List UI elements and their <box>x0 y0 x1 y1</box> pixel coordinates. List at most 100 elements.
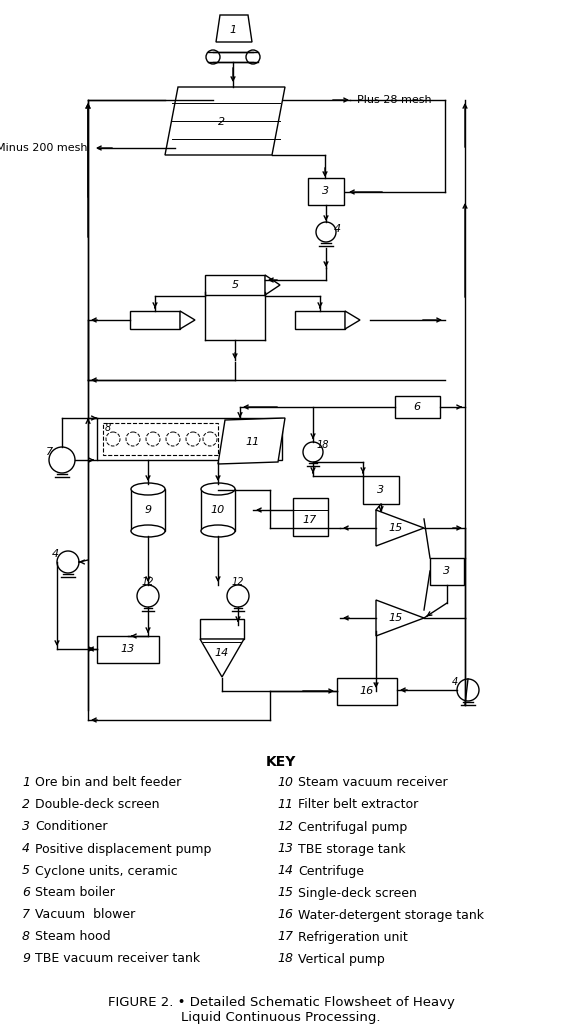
Text: 5: 5 <box>231 280 239 290</box>
Polygon shape <box>165 87 285 154</box>
Polygon shape <box>218 418 285 464</box>
Bar <box>395 396 440 418</box>
Text: 12: 12 <box>232 577 244 587</box>
Bar <box>430 558 464 585</box>
Text: Steam hood: Steam hood <box>35 930 110 943</box>
Polygon shape <box>216 15 252 42</box>
Text: 9: 9 <box>22 953 30 965</box>
Bar <box>200 619 244 639</box>
Text: Steam vacuum receiver: Steam vacuum receiver <box>298 777 448 790</box>
Bar <box>205 275 265 295</box>
Text: Vertical pump: Vertical pump <box>298 953 385 965</box>
Text: 3: 3 <box>377 485 385 495</box>
Text: 3: 3 <box>22 821 30 833</box>
Circle shape <box>203 432 217 446</box>
Text: Single-deck screen: Single-deck screen <box>298 887 417 899</box>
Bar <box>103 423 218 455</box>
Bar <box>131 489 165 531</box>
Text: 13: 13 <box>277 843 293 856</box>
Circle shape <box>106 432 120 446</box>
Text: 4: 4 <box>333 224 341 234</box>
Text: Conditioner: Conditioner <box>35 821 108 833</box>
Ellipse shape <box>201 483 235 495</box>
Text: 11: 11 <box>277 798 293 812</box>
Text: 5: 5 <box>22 864 30 878</box>
Circle shape <box>303 442 323 462</box>
Polygon shape <box>376 510 424 546</box>
Text: 17: 17 <box>277 930 293 943</box>
Text: 14: 14 <box>277 864 293 878</box>
Text: 2: 2 <box>22 798 30 812</box>
Text: Cyclone units, ceramic: Cyclone units, ceramic <box>35 864 178 878</box>
Ellipse shape <box>201 525 235 537</box>
Text: Positive displacement pump: Positive displacement pump <box>35 843 211 856</box>
Text: 15: 15 <box>389 523 403 533</box>
Text: 18: 18 <box>277 953 293 965</box>
Bar <box>293 497 328 536</box>
Bar <box>201 489 235 531</box>
Text: 7: 7 <box>22 908 30 922</box>
Text: 7: 7 <box>46 447 53 457</box>
Polygon shape <box>180 311 195 329</box>
Text: Vacuum  blower: Vacuum blower <box>35 908 135 922</box>
Circle shape <box>166 432 180 446</box>
Text: 6: 6 <box>22 887 30 899</box>
Text: Centrifugal pump: Centrifugal pump <box>298 821 407 833</box>
Text: Filter belt extractor: Filter belt extractor <box>298 798 418 812</box>
Text: 12: 12 <box>142 577 154 587</box>
Text: 3: 3 <box>444 566 450 576</box>
Circle shape <box>146 432 160 446</box>
Text: TBE storage tank: TBE storage tank <box>298 843 405 856</box>
Text: 9: 9 <box>145 505 151 515</box>
Text: 8: 8 <box>22 930 30 943</box>
Circle shape <box>316 222 336 242</box>
Bar <box>337 678 397 705</box>
Text: 15: 15 <box>389 613 403 623</box>
Text: FIGURE 2. • Detailed Schematic Flowsheet of Heavy
Liquid Continuous Processing.: FIGURE 2. • Detailed Schematic Flowsheet… <box>108 996 454 1024</box>
Circle shape <box>227 585 249 607</box>
Text: Refrigeration unit: Refrigeration unit <box>298 930 408 943</box>
Circle shape <box>206 50 220 64</box>
Text: 16: 16 <box>277 908 293 922</box>
Text: 8: 8 <box>105 423 111 433</box>
Text: 16: 16 <box>360 686 374 696</box>
Circle shape <box>57 551 79 573</box>
Text: 3: 3 <box>323 186 329 196</box>
Text: 2: 2 <box>218 117 226 127</box>
Text: 4: 4 <box>452 677 458 687</box>
Text: TBE vacuum receiver tank: TBE vacuum receiver tank <box>35 953 200 965</box>
Text: Water-detergent storage tank: Water-detergent storage tank <box>298 908 484 922</box>
Polygon shape <box>265 275 280 295</box>
Bar <box>308 178 344 205</box>
Text: 4: 4 <box>51 549 59 559</box>
Circle shape <box>186 432 200 446</box>
Text: 12: 12 <box>277 821 293 833</box>
Text: 1: 1 <box>230 25 236 35</box>
Text: Steam boiler: Steam boiler <box>35 887 115 899</box>
Ellipse shape <box>131 483 165 495</box>
Text: 17: 17 <box>303 515 317 525</box>
Text: 10: 10 <box>211 505 225 515</box>
Text: 14: 14 <box>215 648 229 658</box>
Bar <box>97 636 159 663</box>
Circle shape <box>126 432 140 446</box>
Text: KEY: KEY <box>266 755 296 769</box>
Text: 15: 15 <box>277 887 293 899</box>
Polygon shape <box>376 600 424 636</box>
Text: Ore bin and belt feeder: Ore bin and belt feeder <box>35 777 181 790</box>
Text: 18: 18 <box>317 440 329 450</box>
Text: 11: 11 <box>246 437 260 447</box>
Polygon shape <box>200 639 244 677</box>
Text: 6: 6 <box>413 402 421 412</box>
Text: 10: 10 <box>277 777 293 790</box>
Text: Minus 200 mesh: Minus 200 mesh <box>0 143 88 153</box>
Ellipse shape <box>131 525 165 537</box>
Text: Centrifuge: Centrifuge <box>298 864 364 878</box>
Circle shape <box>457 679 479 701</box>
Text: 13: 13 <box>121 644 135 654</box>
Text: 1: 1 <box>22 777 30 790</box>
Circle shape <box>137 585 159 607</box>
Bar <box>97 418 282 460</box>
Circle shape <box>49 447 75 473</box>
Bar <box>130 311 180 329</box>
